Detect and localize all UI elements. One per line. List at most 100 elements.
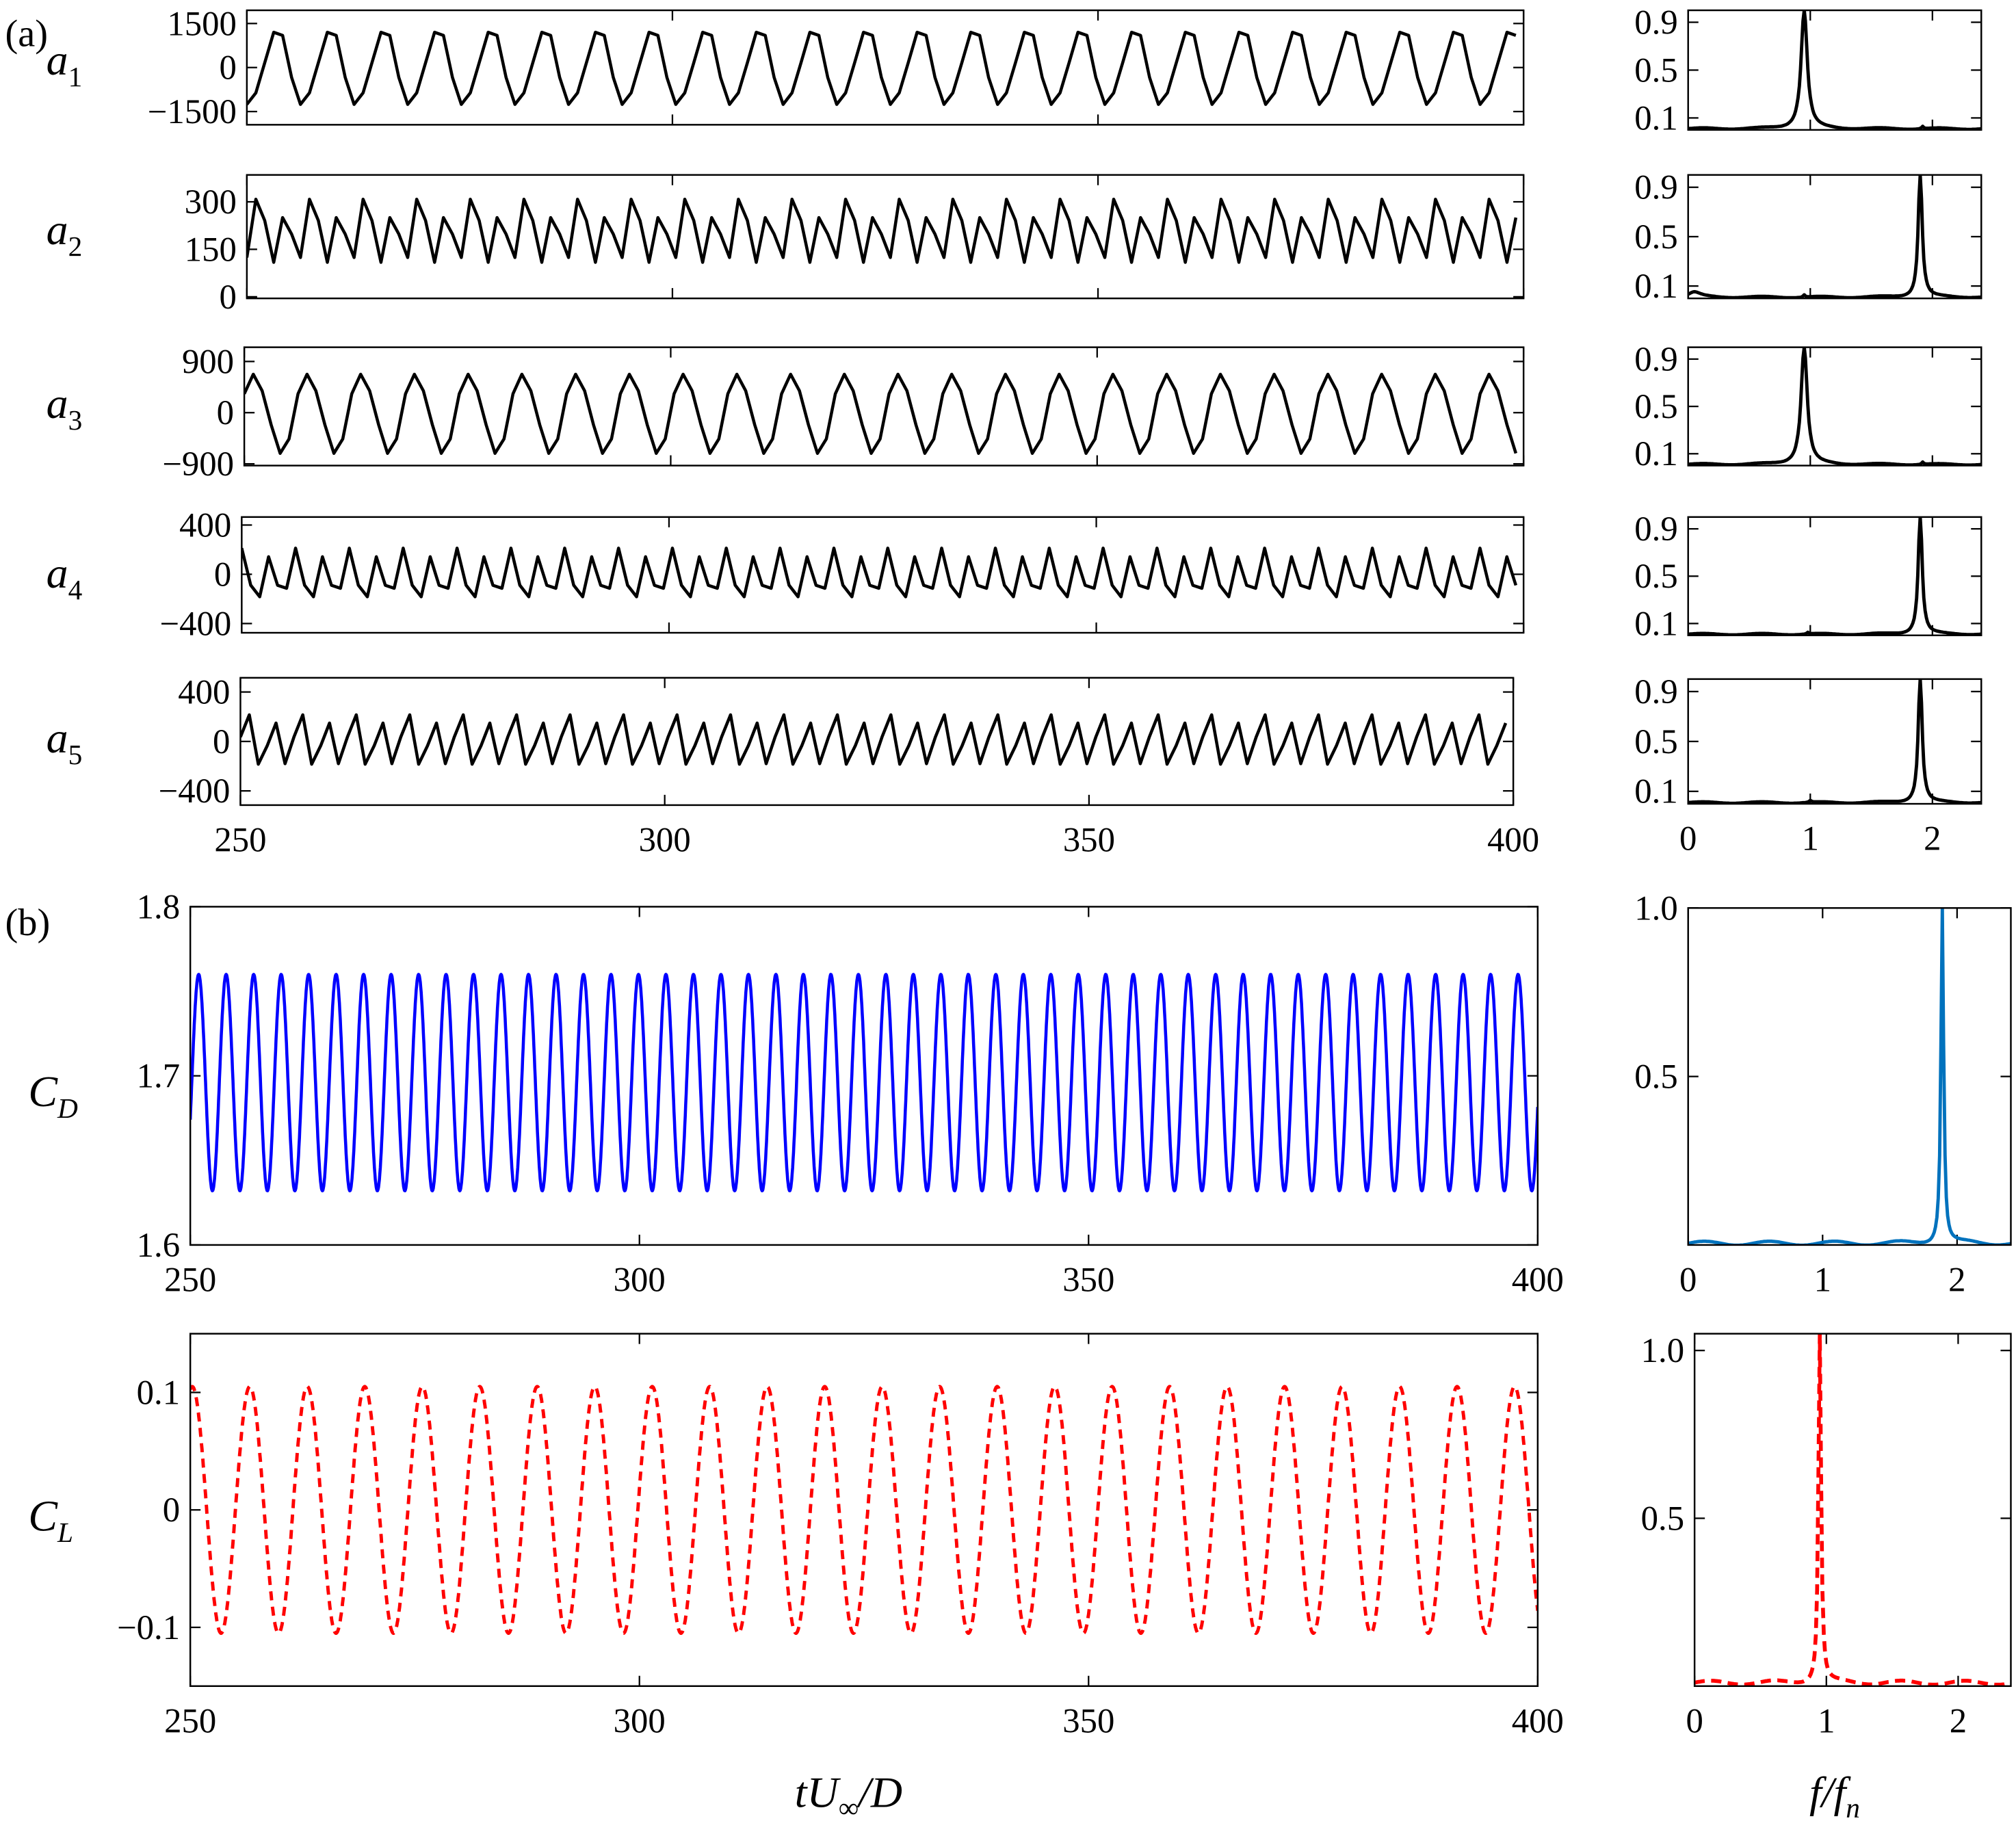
psd_cd-line: [1688, 908, 2011, 1245]
axes-frame: [243, 346, 1525, 467]
y-tick-label: 150: [185, 230, 237, 268]
x-tick-label: 350: [1063, 821, 1115, 859]
x-tick-label: 300: [614, 1261, 666, 1299]
x-tick-label: 2: [1948, 1261, 1965, 1299]
axes-frame: [1687, 516, 1982, 636]
a3-ylabel: a3: [47, 379, 83, 436]
y-tick-label: 0.1: [137, 1373, 180, 1411]
axes-frame: [1687, 678, 1982, 805]
axes-frame: [189, 906, 1539, 1246]
psd_a2-line: [1688, 174, 1982, 299]
x-tick-label: 0: [1686, 1701, 1703, 1740]
y-tick-label: −1500: [148, 92, 237, 131]
axes-frame: [246, 174, 1525, 300]
axes-frame: [246, 9, 1525, 126]
y-tick-label: 1.0: [1634, 889, 1677, 927]
x-tick-label: 1: [1802, 820, 1819, 858]
a1-line: [246, 30, 1517, 106]
x-tick-label: 2: [1924, 820, 1941, 858]
lift-coefficient-time-series-plot: 0.1 0 −0.1 250 300 350 400 CL: [28, 1333, 1564, 1740]
y-tick-label: 0: [217, 393, 234, 432]
y-tick-label: 0.9: [1634, 3, 1677, 41]
x-tick-label: 400: [1487, 821, 1539, 859]
x-tick-label: 1: [1818, 1701, 1835, 1740]
cd-line: [190, 973, 1538, 1193]
mode-a3-spectrum-plot: 0.9 0.5 0.1: [1634, 340, 1982, 473]
y-tick-label: 0.5: [1634, 1058, 1677, 1096]
axes-frame: [1687, 346, 1982, 467]
y-tick-label: 0.9: [1634, 672, 1677, 711]
y-tick-label: 400: [178, 672, 230, 711]
y-tick-label: −400: [160, 604, 232, 642]
y-tick-label: 0.1: [1634, 434, 1677, 473]
a1-ylabel: a1: [47, 36, 83, 92]
y-tick-label: 0.9: [1634, 510, 1677, 548]
mode-a2-time-series-plot: 300 150 0 a2: [47, 174, 1525, 316]
x-tick-label: 1: [1814, 1261, 1831, 1299]
y-tick-label: 0.5: [1634, 557, 1677, 595]
x-tick-label: 0: [1679, 1261, 1697, 1299]
a4-line: [241, 547, 1518, 599]
axes-frame: [239, 677, 1515, 807]
y-tick-label: 900: [182, 342, 234, 380]
x-tick-label: 250: [164, 1261, 216, 1299]
a3-line: [244, 372, 1518, 455]
y-tick-label: −900: [162, 445, 234, 483]
a2-ylabel: a2: [47, 205, 83, 262]
y-tick-label: 0: [214, 555, 231, 593]
psd_a3-line: [1688, 347, 1982, 466]
axes-frame: [241, 516, 1525, 634]
axes-frame: [1687, 907, 2012, 1246]
y-tick-label: 0: [213, 722, 230, 761]
y-tick-label: 1500: [167, 4, 236, 42]
y-tick-label: 0.1: [1634, 604, 1677, 642]
x-tick-label: 350: [1062, 1261, 1114, 1299]
lift-coefficient-spectrum-plot: 1.0 0.5 0 1 2: [1641, 1331, 2012, 1740]
y-tick-label: 1.8: [137, 887, 180, 926]
mode-a1-time-series-plot: 1500 0 −1500 a1: [47, 4, 1525, 131]
axes-frame: [1687, 174, 1982, 300]
y-tick-label: 0.1: [1634, 267, 1677, 305]
cd-ylabel: CD: [28, 1067, 78, 1124]
mode-a2-spectrum-plot: 0.9 0.5 0.1: [1634, 168, 1982, 305]
a4-ylabel: a4: [47, 549, 83, 605]
y-tick-label: 0.1: [1634, 772, 1677, 811]
y-tick-label: −400: [159, 772, 231, 810]
y-tick-label: 0.1: [1634, 99, 1677, 137]
cl-ylabel: CL: [28, 1491, 73, 1548]
y-tick-label: 400: [179, 506, 231, 544]
mode-a1-spectrum-plot: 0.9 0.5 0.1: [1634, 3, 1982, 137]
drag-coefficient-spectrum-plot: 1.0 0.5 0 1 2: [1634, 889, 2012, 1299]
time-axis-label: tU∞/D: [795, 1768, 902, 1824]
y-tick-label: 300: [185, 183, 237, 221]
panel-b-label: (b): [5, 902, 51, 944]
x-tick-label: 400: [1512, 1261, 1564, 1299]
mode-a4-spectrum-plot: 0.9 0.5 0.1: [1634, 510, 1982, 642]
mode-a4-time-series-plot: 400 0 −400 a4: [47, 506, 1525, 642]
x-tick-label: 250: [164, 1701, 216, 1740]
y-tick-label: 1.6: [137, 1226, 180, 1264]
axes-frame: [189, 1333, 1539, 1688]
psd_a1-line: [1688, 10, 1982, 130]
frequency-axis-label: f/fn: [1809, 1768, 1860, 1824]
x-tick-label: 300: [639, 821, 691, 859]
y-tick-label: 1.7: [137, 1057, 180, 1095]
y-tick-label: 0.5: [1634, 51, 1677, 89]
x-tick-label: 350: [1062, 1701, 1114, 1740]
mode-a5-time-series-plot: 400 0 −400 250 300 350 400 a5: [47, 672, 1540, 859]
psd_cl-line: [1694, 1333, 2011, 1686]
cl-line: [190, 1385, 1538, 1635]
psd_a4-line: [1688, 516, 1982, 636]
a2-line: [246, 197, 1518, 264]
y-tick-label: 0.9: [1634, 168, 1677, 207]
a5-ylabel: a5: [47, 713, 83, 770]
y-tick-label: 1.0: [1641, 1331, 1684, 1370]
mode-a5-spectrum-plot: 0.9 0.5 0.10 1 2: [1634, 672, 1982, 858]
psd_a5-line: [1688, 679, 1982, 804]
x-tick-label: 300: [614, 1701, 666, 1740]
panel-a-label: (a): [5, 13, 49, 55]
y-tick-label: 0: [219, 278, 236, 316]
axes-frame: [1693, 1333, 2012, 1688]
